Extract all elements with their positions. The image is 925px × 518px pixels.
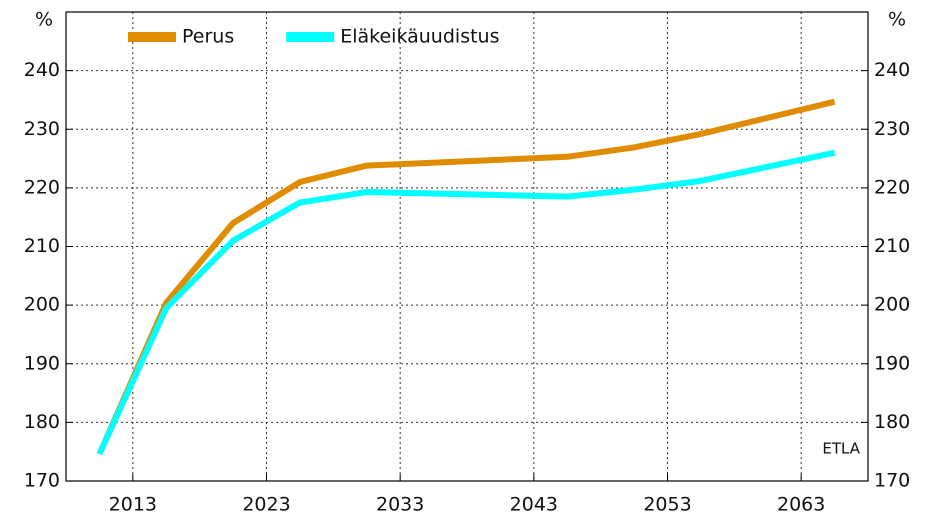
- y-tick-label: 170: [24, 470, 60, 492]
- x-tick-label: 2033: [376, 494, 424, 516]
- y2-tick-label: 190: [874, 352, 910, 374]
- x-tick-label: 2043: [510, 494, 558, 516]
- y-tick-label: 200: [24, 294, 60, 316]
- x-tick-label: 2053: [643, 494, 691, 516]
- legend-label: Perus: [182, 26, 234, 48]
- y2-tick-label: 180: [874, 411, 910, 433]
- y-unit: %: [35, 9, 53, 31]
- y2-tick-label: 230: [874, 118, 910, 140]
- y2-tick-label: 170: [874, 470, 910, 492]
- y-tick-label: 220: [24, 176, 60, 198]
- x-tick-label: 2013: [109, 494, 157, 516]
- y-tick-label: 240: [24, 59, 60, 81]
- y2-unit: %: [888, 9, 906, 31]
- y2-tick-label: 200: [874, 294, 910, 316]
- x-tick-label: 2063: [777, 494, 825, 516]
- y-tick-label: 190: [24, 352, 60, 374]
- series-line: [96, 98, 836, 456]
- series-line: [96, 149, 836, 456]
- y-tick-label: 180: [24, 411, 60, 433]
- y2-tick-label: 210: [874, 235, 910, 257]
- annotation: ETLA: [822, 440, 860, 458]
- y2-tick-label: 220: [874, 176, 910, 198]
- legend-label: Eläkeikäuudistus: [340, 26, 499, 48]
- plot-frame: [65, 11, 869, 482]
- x-tick-label: 2023: [242, 494, 290, 516]
- y-tick-label: 230: [24, 118, 60, 140]
- y-tick-label: 210: [24, 235, 60, 257]
- y2-tick-label: 240: [874, 59, 910, 81]
